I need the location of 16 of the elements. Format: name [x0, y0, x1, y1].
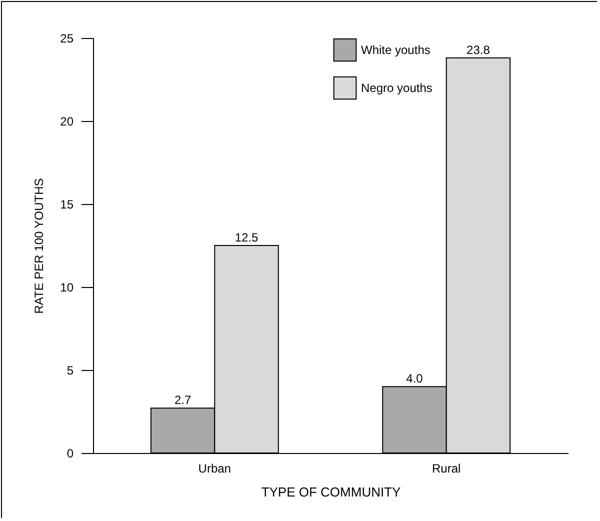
x-tick-label: Urban: [198, 462, 231, 476]
y-tick-label: 5: [66, 364, 74, 378]
y-axis-title: RATE PER 100 YOUTHS: [32, 178, 46, 314]
x-tick-label: Rural: [432, 462, 461, 476]
data-label: 12.5: [234, 230, 259, 244]
y-tick-label: 0: [66, 446, 74, 460]
y-tick-label: 15: [60, 198, 74, 212]
x-axis-title: TYPE OF COMMUNITY: [261, 484, 402, 500]
data-label: 2.7: [174, 393, 192, 408]
y-tick-label: 10: [60, 280, 74, 294]
y-tick-label: 20: [60, 114, 74, 128]
data-label: 4.0: [406, 372, 424, 386]
y-tick-label: 25: [60, 32, 74, 46]
legend-label: White youths: [361, 43, 430, 57]
data-label: 23.8: [466, 42, 490, 57]
legend-label: Negro youths: [361, 81, 432, 95]
